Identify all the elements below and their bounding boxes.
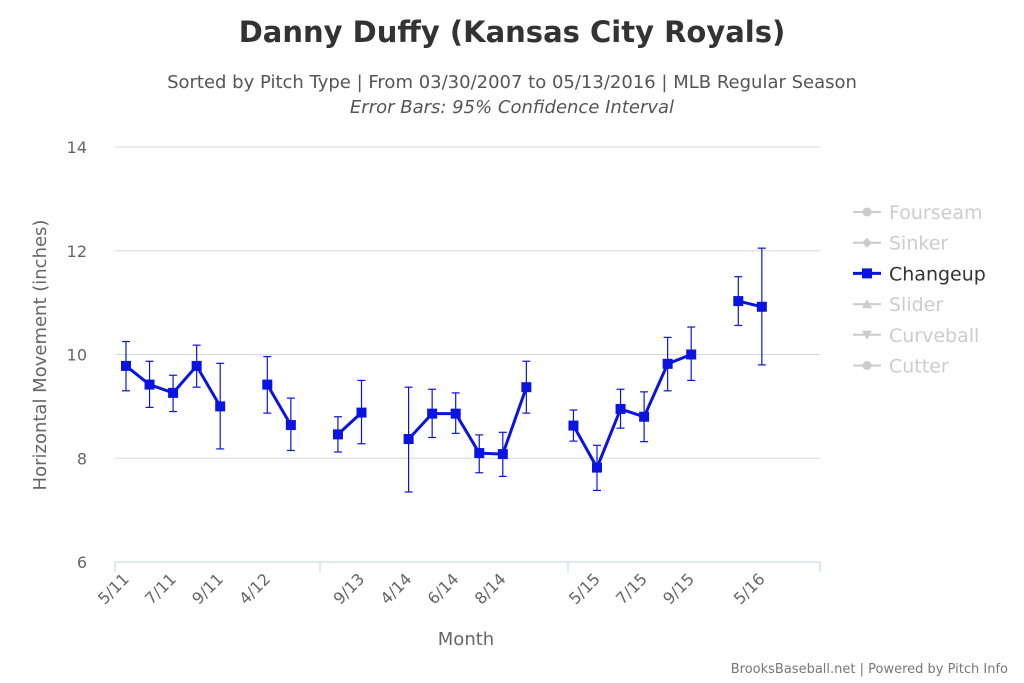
data-point-marker[interactable]: [474, 448, 485, 459]
x-tick-label: 4/12: [235, 569, 274, 608]
data-point-marker[interactable]: [592, 462, 602, 473]
data-point-marker[interactable]: [144, 379, 155, 390]
x-tick-label: 8/14: [471, 569, 510, 608]
legend-item-cutter[interactable]: Cutter: [853, 356, 949, 378]
data-point-marker[interactable]: [285, 420, 296, 431]
legend-label: Cutter: [889, 356, 949, 378]
legend: Fourseam Sinker Changeup Slider Curveball Cut…: [853, 202, 986, 378]
x-tick-label: 6/14: [424, 569, 463, 608]
x-tick-label: 9/15: [659, 569, 698, 608]
legend-label: Sinker: [889, 233, 948, 255]
x-tick-label: 5/16: [730, 569, 769, 608]
y-axis-title: Horizontal Movement (inches): [30, 220, 51, 491]
data-point-marker[interactable]: [686, 349, 697, 360]
series-markers[interactable]: [121, 296, 767, 473]
chart-title: Danny Duffy (Kansas City Royals): [239, 15, 786, 49]
legend-marker-icon: [862, 361, 872, 370]
x-tick-label: 7/15: [612, 569, 651, 608]
y-tick-label: 6: [77, 553, 87, 572]
data-point-marker[interactable]: [403, 434, 414, 445]
series-line-segment: [572, 353, 692, 472]
legend-label: Slider: [889, 294, 943, 316]
legend-marker-icon: [862, 330, 872, 340]
legend-item-fourseam[interactable]: Fourseam: [853, 202, 982, 224]
data-point-marker[interactable]: [450, 408, 461, 419]
x-tick-label: 9/11: [188, 569, 227, 608]
legend-item-changeup[interactable]: Changeup: [853, 263, 986, 285]
x-axis-title: Month: [438, 629, 494, 650]
legend-marker-icon: [862, 268, 872, 279]
legend-marker-icon: [862, 237, 872, 248]
data-point-marker[interactable]: [121, 360, 131, 371]
legend-marker-icon: [862, 299, 872, 309]
x-tick-label: 5/11: [94, 569, 133, 608]
chart-subtitle-error-bars: Error Bars: 95% Confidence Interval: [350, 97, 674, 118]
data-point-marker[interactable]: [568, 420, 579, 431]
legend-item-curveball[interactable]: Curveball: [853, 325, 979, 347]
data-point-marker[interactable]: [262, 379, 273, 390]
data-point-marker[interactable]: [615, 403, 626, 414]
legend-label: Changeup: [889, 263, 986, 285]
y-tick-label: 12: [67, 242, 87, 261]
data-point-marker[interactable]: [332, 429, 343, 440]
x-tick-label: 7/11: [141, 569, 180, 608]
chart-subtitle: Sorted by Pitch Type | From 03/30/2007 t…: [167, 72, 857, 93]
data-point-marker[interactable]: [356, 407, 367, 418]
data-point-marker[interactable]: [733, 296, 744, 307]
data-point-marker[interactable]: [191, 360, 202, 371]
y-tick-label: 10: [67, 346, 87, 365]
x-tick-label: 5/15: [565, 569, 604, 608]
x-axis: 5/11 7/11 9/11 4/12 9/13 4/14 6/14 8/14 5/15 7/15…: [94, 561, 821, 608]
series-line-segment: [407, 386, 528, 456]
data-point-marker[interactable]: [756, 301, 767, 312]
data-point-marker[interactable]: [427, 408, 438, 419]
data-point-marker[interactable]: [662, 358, 673, 369]
legend-item-slider[interactable]: Slider: [853, 294, 943, 316]
data-point-marker[interactable]: [168, 387, 179, 398]
data-point-marker[interactable]: [639, 411, 650, 422]
error-bars: [122, 247, 766, 493]
legend-marker-icon: [862, 207, 872, 217]
y-tick-label: 8: [77, 449, 87, 468]
legend-label: Fourseam: [889, 202, 982, 224]
grid-lines: [115, 146, 820, 563]
data-point-marker[interactable]: [521, 382, 532, 393]
legend-item-sinker[interactable]: Sinker: [853, 233, 948, 255]
series-line-segment: [266, 383, 293, 426]
x-tick-label: 4/14: [377, 569, 416, 608]
legend-label: Curveball: [889, 325, 979, 347]
y-axis-ticks: 6 8 10 12 14: [67, 138, 87, 572]
series-lines: [125, 299, 763, 472]
credits-text[interactable]: BrooksBaseball.net | Powered by Pitch In…: [731, 662, 1008, 677]
x-tick-label: 9/13: [329, 569, 368, 608]
y-tick-label: 14: [67, 138, 87, 157]
data-point-marker[interactable]: [497, 449, 508, 460]
data-point-marker[interactable]: [215, 401, 226, 412]
